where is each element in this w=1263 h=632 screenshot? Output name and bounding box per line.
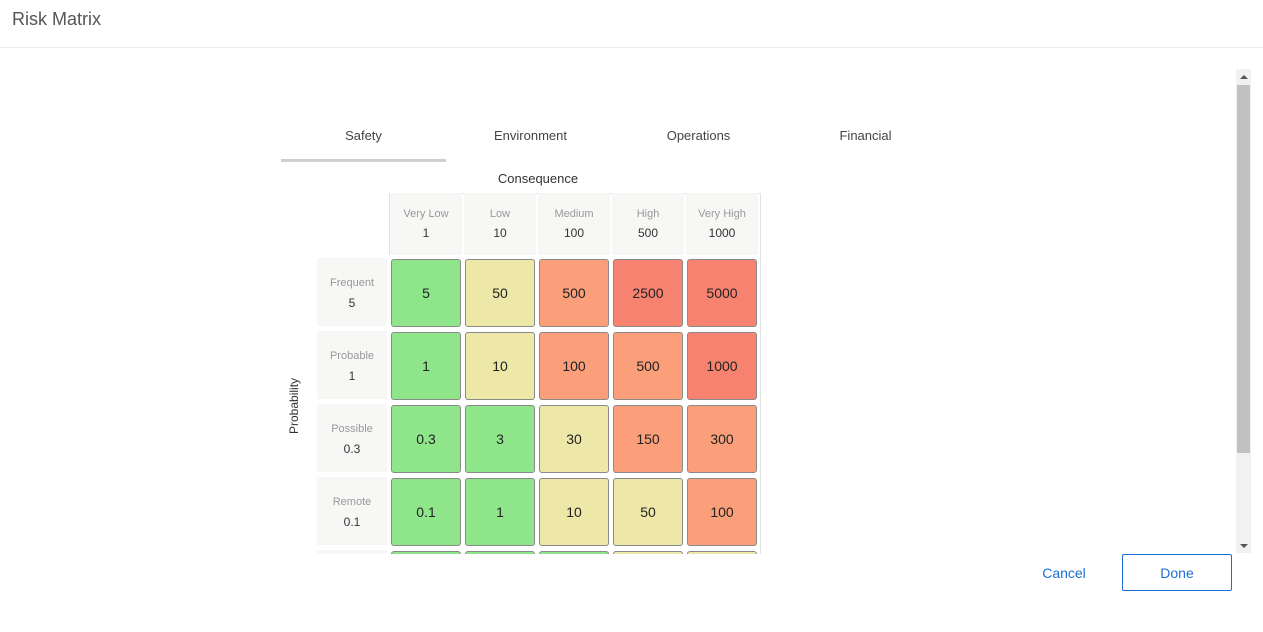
risk-cell[interactable]: 300 (687, 405, 757, 473)
row-header: Remote 0.1 (317, 477, 387, 545)
row-header (317, 550, 387, 554)
column-header-value: 1 (422, 226, 430, 240)
risk-cell[interactable]: 10 (465, 332, 535, 400)
row-header-value: 5 (348, 296, 356, 310)
tab-operations[interactable]: Operations (666, 128, 731, 143)
column-header-value: 1000 (708, 226, 736, 240)
tab-financial[interactable]: Financial (839, 128, 892, 143)
risk-cell[interactable]: 0.3 (391, 405, 461, 473)
done-button[interactable]: Done (1122, 554, 1232, 591)
risk-cell[interactable]: 1 (391, 332, 461, 400)
consequence-axis-label: Consequence (497, 171, 579, 186)
risk-cell[interactable]: 100 (539, 332, 609, 400)
row-header: Frequent 5 (317, 258, 387, 326)
column-header: Low 10 (464, 193, 536, 255)
row-header-value: 0.3 (343, 442, 361, 456)
scroll-down-button[interactable] (1236, 538, 1251, 553)
risk-cell[interactable]: 500 (539, 259, 609, 327)
arrow-up-icon (1239, 74, 1248, 79)
risk-cell[interactable] (613, 551, 683, 554)
column-header: Very High 1000 (686, 193, 758, 255)
row-header-value: 1 (348, 369, 356, 383)
column-header-name: Very High (698, 208, 746, 220)
cancel-button[interactable]: Cancel (1030, 555, 1098, 591)
risk-cell[interactable]: 5000 (687, 259, 757, 327)
risk-cell[interactable]: 5 (391, 259, 461, 327)
vertical-scrollbar[interactable] (1236, 69, 1251, 553)
column-header-value: 500 (637, 226, 659, 240)
tab-safety[interactable]: Safety (281, 118, 446, 162)
risk-cell[interactable]: 2500 (613, 259, 683, 327)
column-header-value: 100 (563, 226, 585, 240)
risk-cell[interactable]: 100 (687, 478, 757, 546)
dialog-header: Risk Matrix (0, 0, 1263, 48)
row-header-name: Remote (332, 496, 372, 508)
grid-divider-right (760, 193, 761, 554)
row-header-name: Probable (329, 350, 375, 362)
risk-cell[interactable]: 1 (465, 478, 535, 546)
risk-cell[interactable]: 50 (465, 259, 535, 327)
column-header-name: High (636, 208, 660, 220)
column-header: Very Low 1 (390, 193, 462, 255)
row-header-name: Frequent (329, 277, 375, 289)
row-header-value: 0.1 (343, 515, 361, 529)
probability-axis-label: Probability (287, 377, 301, 434)
risk-cell[interactable] (687, 551, 757, 554)
column-header-value: 10 (493, 226, 507, 240)
risk-cell[interactable]: 1000 (687, 332, 757, 400)
scroll-up-button[interactable] (1236, 69, 1251, 84)
column-header-name: Medium (554, 208, 594, 220)
column-header-name: Low (489, 208, 511, 220)
risk-cell[interactable]: 500 (613, 332, 683, 400)
dialog-title: Risk Matrix (12, 9, 101, 29)
risk-cell[interactable]: 150 (613, 405, 683, 473)
risk-cell[interactable]: 10 (539, 478, 609, 546)
tab-bar: Safety Environment Operations Financial (281, 118, 951, 162)
scrollbar-thumb[interactable] (1237, 85, 1250, 453)
row-header: Probable 1 (317, 331, 387, 399)
row-header-name: Possible (331, 423, 373, 435)
risk-cell[interactable] (465, 551, 535, 554)
probability-axis: Probability (287, 378, 307, 514)
column-header: High 500 (612, 193, 684, 255)
risk-cell[interactable]: 50 (613, 478, 683, 546)
risk-cell[interactable] (539, 551, 609, 554)
risk-matrix-grid[interactable]: Very Low 1 Low 10 Medium 100 High 500 Very High 1… (315, 193, 761, 554)
grid-divider-corner (389, 193, 390, 255)
risk-cell[interactable]: 0.1 (391, 478, 461, 546)
tab-environment[interactable]: Environment (494, 128, 567, 143)
risk-cell[interactable]: 30 (539, 405, 609, 473)
risk-cell[interactable]: 3 (465, 405, 535, 473)
row-header: Possible 0.3 (317, 404, 387, 472)
column-header: Medium 100 (538, 193, 610, 255)
risk-cell[interactable] (391, 551, 461, 554)
arrow-down-icon (1239, 543, 1248, 548)
column-header-name: Very Low (403, 208, 449, 220)
